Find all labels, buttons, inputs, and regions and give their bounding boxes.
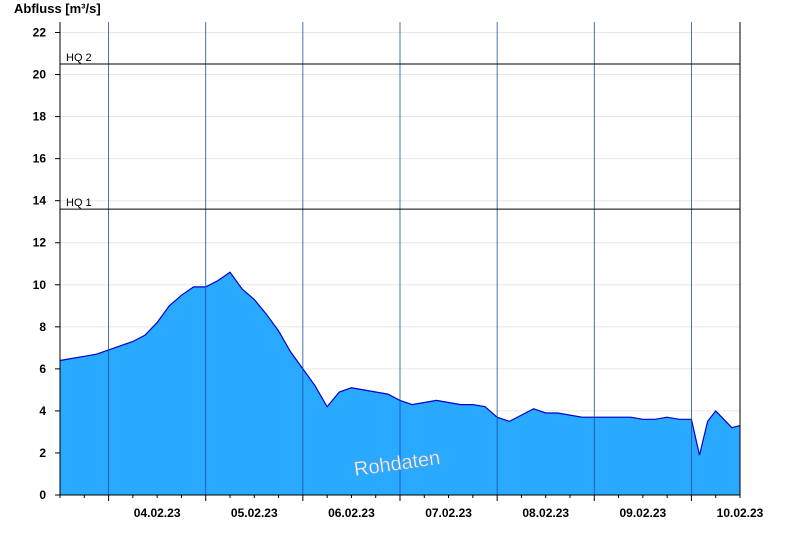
y-tick-label: 20 bbox=[33, 68, 47, 82]
y-tick-label: 10 bbox=[33, 278, 47, 292]
y-tick-label: 2 bbox=[39, 446, 46, 460]
y-tick-label: 4 bbox=[39, 404, 46, 418]
discharge-line bbox=[59, 271, 741, 456]
reference-lines: HQ 1 HQ 2 bbox=[60, 52, 740, 210]
y-tick-label: 18 bbox=[33, 110, 47, 124]
x-tick-label: 06.02.23 bbox=[328, 506, 375, 520]
x-tick-label: 08.02.23 bbox=[522, 506, 569, 520]
y-tick-label: 6 bbox=[39, 362, 46, 376]
y-tick-label: 12 bbox=[33, 236, 47, 250]
y-tick-label: 22 bbox=[33, 26, 47, 40]
y-tick-label: 16 bbox=[33, 152, 47, 166]
x-tick-label: 04.02.23 bbox=[134, 506, 181, 520]
x-tick-label: 09.02.23 bbox=[619, 506, 666, 520]
discharge-area bbox=[60, 272, 740, 495]
x-tick-label: 10.02.23 bbox=[717, 506, 764, 520]
reference-label: HQ 2 bbox=[66, 52, 92, 64]
reference-label: HQ 1 bbox=[66, 197, 92, 209]
data-area bbox=[59, 271, 741, 495]
day-separators bbox=[108, 22, 692, 495]
y-ticks: 0 2 4 6 8 10 12 14 16 18 20 22 bbox=[33, 26, 60, 502]
y-tick-label: 8 bbox=[39, 320, 46, 334]
x-ticks: 04.02.23 05.02.23 06.02.23 07.02.23 08.02.23… bbox=[59, 495, 764, 520]
y-axis-title: Abfluss [m³/s] bbox=[14, 1, 101, 16]
x-tick-label: 05.02.23 bbox=[231, 506, 278, 520]
y-tick-label: 0 bbox=[39, 488, 46, 502]
x-tick-label: 07.02.23 bbox=[425, 506, 472, 520]
y-tick-label: 14 bbox=[33, 194, 47, 208]
